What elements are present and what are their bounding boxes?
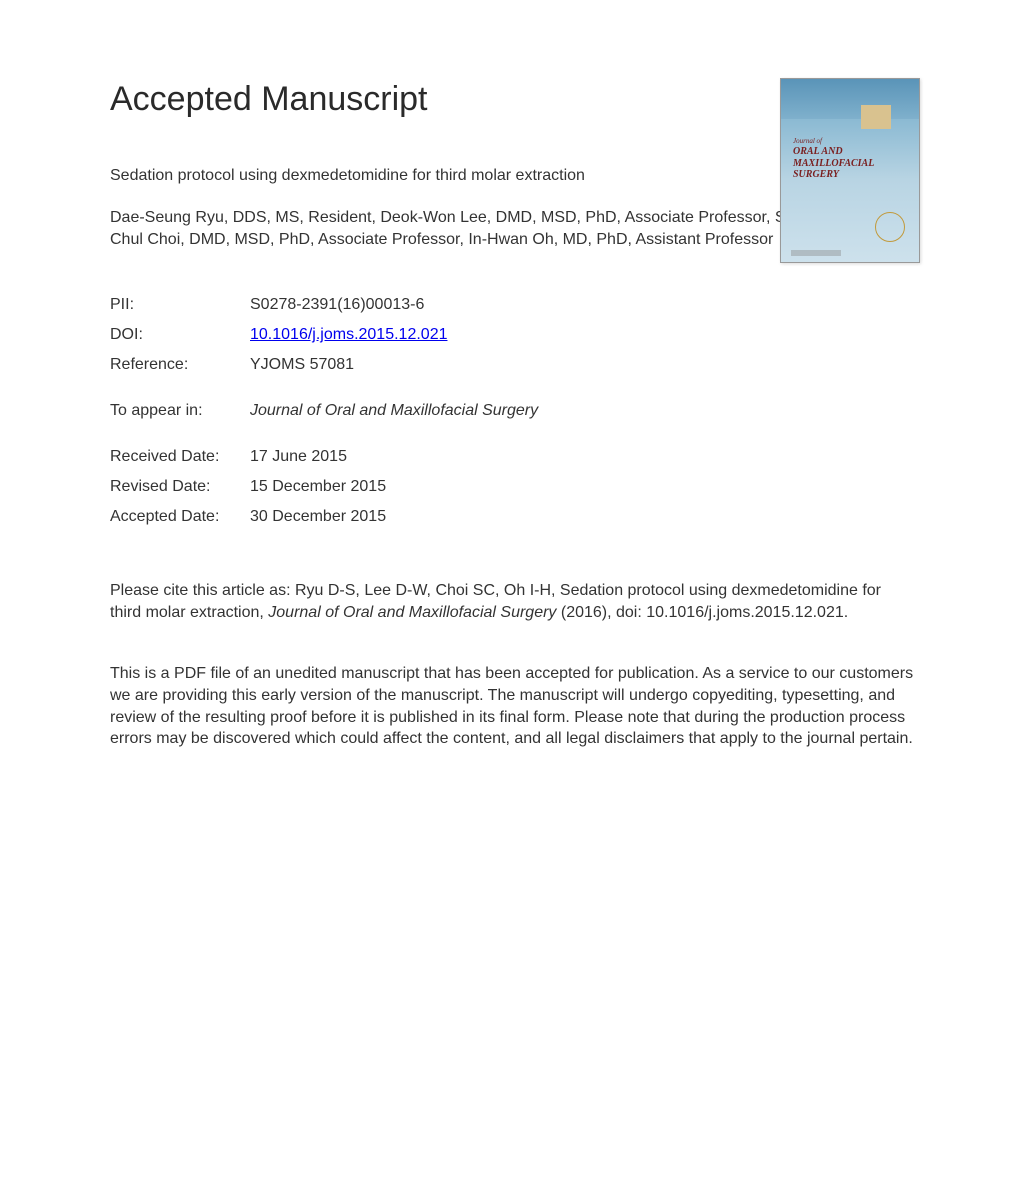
cover-journal-small: Journal of (793, 137, 909, 145)
doi-link[interactable]: 10.1016/j.joms.2015.12.021 (250, 326, 447, 343)
meta-row-appear: To appear in: Journal of Oral and Maxill… (110, 380, 538, 426)
cover-top-band (781, 79, 919, 119)
accepted-label: Accepted Date: (110, 502, 250, 532)
revised-value: 15 December 2015 (250, 472, 538, 502)
meta-row-accepted: Accepted Date: 30 December 2015 (110, 502, 538, 532)
journal-cover-thumbnail: Journal of ORAL AND MAXILLOFACIAL SURGER… (780, 78, 920, 263)
cover-journal-line3: SURGERY (793, 169, 909, 181)
meta-row-revised: Revised Date: 15 December 2015 (110, 472, 538, 502)
cover-publisher-bar (791, 250, 841, 256)
meta-row-reference: Reference: YJOMS 57081 (110, 350, 538, 380)
meta-row-pii: PII: S0278-2391(16)00013-6 (110, 290, 538, 320)
citation-journal: Journal of Oral and Maxillofacial Surger… (268, 604, 556, 621)
cover-journal-line1: ORAL AND (793, 146, 909, 158)
cover-journal-line2: MAXILLOFACIAL (793, 158, 909, 170)
doi-label: DOI: (110, 320, 250, 350)
article-title: Sedation protocol using dexmedetomidine … (110, 167, 780, 185)
accepted-value: 30 December 2015 (250, 502, 538, 532)
meta-row-received: Received Date: 17 June 2015 (110, 426, 538, 472)
revised-label: Revised Date: (110, 472, 250, 502)
appear-label: To appear in: (110, 380, 250, 426)
cover-journal-title: Journal of ORAL AND MAXILLOFACIAL SURGER… (781, 119, 919, 181)
cover-seal-icon (875, 212, 905, 242)
disclaimer-text: This is a PDF file of an unedited manusc… (110, 663, 920, 749)
received-value: 17 June 2015 (250, 426, 538, 472)
pii-label: PII: (110, 290, 250, 320)
cover-tab-decoration (861, 105, 891, 129)
reference-value: YJOMS 57081 (250, 350, 538, 380)
appear-value: Journal of Oral and Maxillofacial Surger… (250, 380, 538, 426)
metadata-table: PII: S0278-2391(16)00013-6 DOI: 10.1016/… (110, 290, 538, 532)
pii-value: S0278-2391(16)00013-6 (250, 290, 538, 320)
reference-label: Reference: (110, 350, 250, 380)
citation-block: Please cite this article as: Ryu D-S, Le… (110, 580, 910, 623)
received-label: Received Date: (110, 426, 250, 472)
meta-row-doi: DOI: 10.1016/j.joms.2015.12.021 (110, 320, 538, 350)
citation-suffix: (2016), doi: 10.1016/j.joms.2015.12.021. (556, 604, 848, 621)
authors-line: Dae-Seung Ryu, DDS, MS, Resident, Deok-W… (110, 207, 820, 250)
